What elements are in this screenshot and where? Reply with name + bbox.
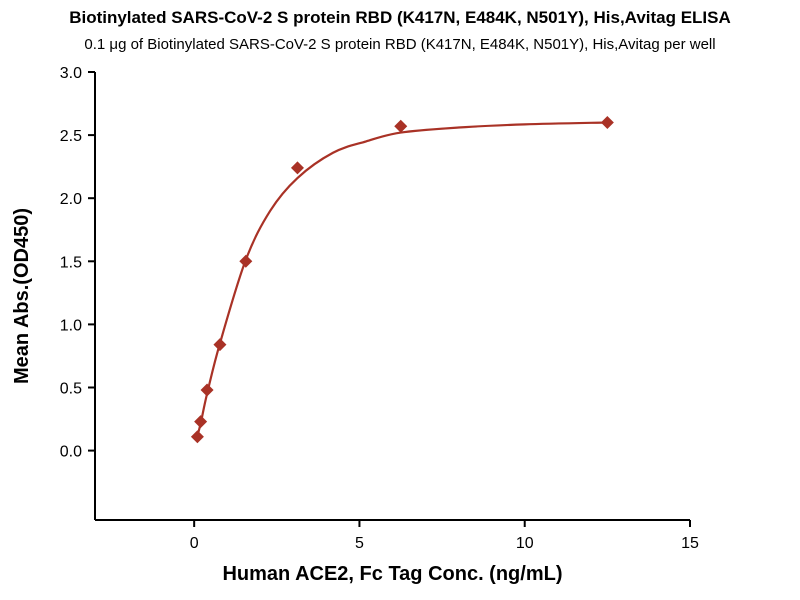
x-tick-label: 15: [681, 535, 699, 552]
chart-subtitle: 0.1 μg of Biotinylated SARS-CoV-2 S prot…: [84, 36, 716, 53]
y-tick-label: 1.0: [60, 317, 82, 334]
data-point-diamond: [239, 254, 253, 268]
y-tick-label: 2.5: [60, 128, 82, 145]
data-point-diamond: [190, 430, 204, 444]
y-tick-label: 2.0: [60, 191, 82, 208]
x-tick-label: 0: [190, 535, 199, 552]
data-point-diamond: [394, 119, 408, 133]
fit-line: [195, 121, 608, 439]
data-points: [190, 115, 614, 444]
y-axis-label: Mean Abs.(OD450): [11, 208, 33, 384]
data-point-diamond: [600, 115, 614, 129]
y-tick-label: 0.0: [60, 444, 82, 461]
y-tick-label: 0.5: [60, 380, 82, 397]
x-tick-label: 10: [516, 535, 534, 552]
data-point-diamond: [213, 338, 227, 352]
data-point-diamond: [194, 415, 208, 429]
data-point-diamond: [200, 383, 214, 397]
data-point-diamond: [290, 161, 304, 175]
chart-title: Biotinylated SARS-CoV-2 S protein RBD (K…: [69, 8, 731, 27]
y-tick-label: 3.0: [60, 65, 82, 82]
x-axis-label: Human ACE2, Fc Tag Conc. (ng/mL): [222, 563, 562, 585]
x-tick-label: 5: [355, 535, 364, 552]
y-tick-label: 1.5: [60, 254, 82, 271]
x-axis: 0 5 10 15: [95, 519, 699, 552]
y-axis: 0.0 0.5 1.0 1.5 2.0 2.5 3.0: [60, 65, 96, 520]
